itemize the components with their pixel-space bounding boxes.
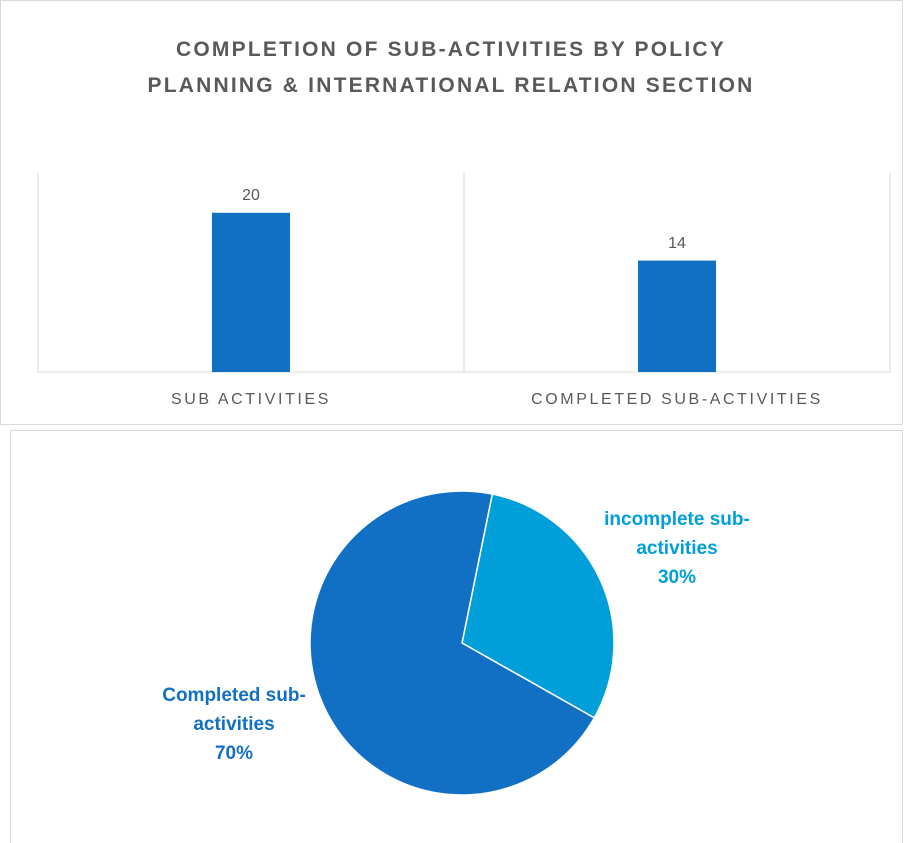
x-tick-label: COMPLETED SUB-ACTIVITIES [531,391,823,408]
bar [638,260,716,372]
bar-frame [0,0,903,425]
pie-frame [10,430,903,843]
bar [212,212,290,372]
chart-title: COMPLETION OF SUB-ACTIVITIES BY POLICY P… [147,38,755,97]
slice-value: 70% [214,743,254,764]
pie-slice [461,493,615,719]
data-label: 20 [242,187,260,204]
data-label: 14 [668,235,686,252]
slice-label: incomplete sub-activities [604,509,750,559]
slice-value: 30% [657,567,697,588]
pie-slice [309,490,596,796]
slice-label: Completed sub-activities [162,685,306,735]
x-tick-label: SUB ACTIVITIES [171,391,331,408]
